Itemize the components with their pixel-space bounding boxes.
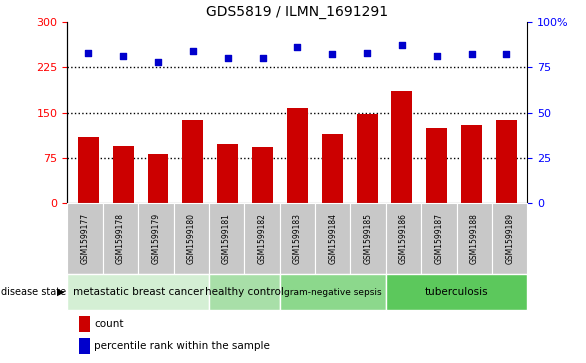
Text: GSM1599184: GSM1599184 (328, 213, 338, 264)
Point (84, 50, 93, 56)
Text: disease state: disease state (1, 287, 66, 297)
Point (502, 52, 511, 57)
Text: tuberculosis: tuberculosis (425, 287, 489, 297)
Text: ▶: ▶ (57, 287, 64, 297)
Bar (78, 137, 99, 203)
Bar (287, 108, 308, 203)
Text: GSM1599177: GSM1599177 (81, 213, 90, 264)
Bar (322, 134, 343, 203)
Point (154, 59, 163, 65)
Point (467, 52, 476, 57)
Text: percentile rank within the sample: percentile rank within the sample (94, 341, 270, 351)
Bar (148, 154, 168, 203)
Text: GSM1599189: GSM1599189 (505, 213, 514, 264)
Bar (461, 125, 482, 203)
Text: GSM1599182: GSM1599182 (257, 213, 267, 264)
Point (223, 55, 233, 61)
Bar (391, 91, 413, 203)
Text: GSM1599188: GSM1599188 (470, 213, 479, 264)
Point (432, 53, 441, 59)
Point (293, 44, 302, 50)
Bar (182, 120, 203, 203)
Bar (113, 146, 134, 203)
Text: metastatic breast cancer: metastatic breast cancer (73, 287, 203, 297)
Text: GSM1599186: GSM1599186 (399, 213, 408, 264)
Bar (357, 114, 377, 203)
Text: gram-negative sepsis: gram-negative sepsis (284, 288, 381, 297)
Text: GSM1599183: GSM1599183 (293, 213, 302, 264)
Bar (217, 144, 238, 203)
Text: GSM1599187: GSM1599187 (434, 213, 444, 264)
Text: GSM1599181: GSM1599181 (222, 213, 231, 264)
Text: GSM1599180: GSM1599180 (187, 213, 196, 264)
Text: count: count (94, 319, 124, 329)
Point (118, 53, 128, 59)
Bar (252, 147, 273, 203)
Text: healthy control: healthy control (205, 287, 284, 297)
Point (362, 50, 372, 56)
Text: GSM1599185: GSM1599185 (364, 213, 373, 264)
Point (397, 42, 407, 48)
Text: GSM1599179: GSM1599179 (151, 213, 161, 264)
Bar (496, 120, 517, 203)
Point (328, 52, 337, 57)
Bar (427, 128, 447, 203)
Title: GDS5819 / ILMN_1691291: GDS5819 / ILMN_1691291 (206, 5, 389, 19)
Point (258, 55, 267, 61)
Point (188, 48, 197, 54)
Text: GSM1599178: GSM1599178 (116, 213, 125, 264)
